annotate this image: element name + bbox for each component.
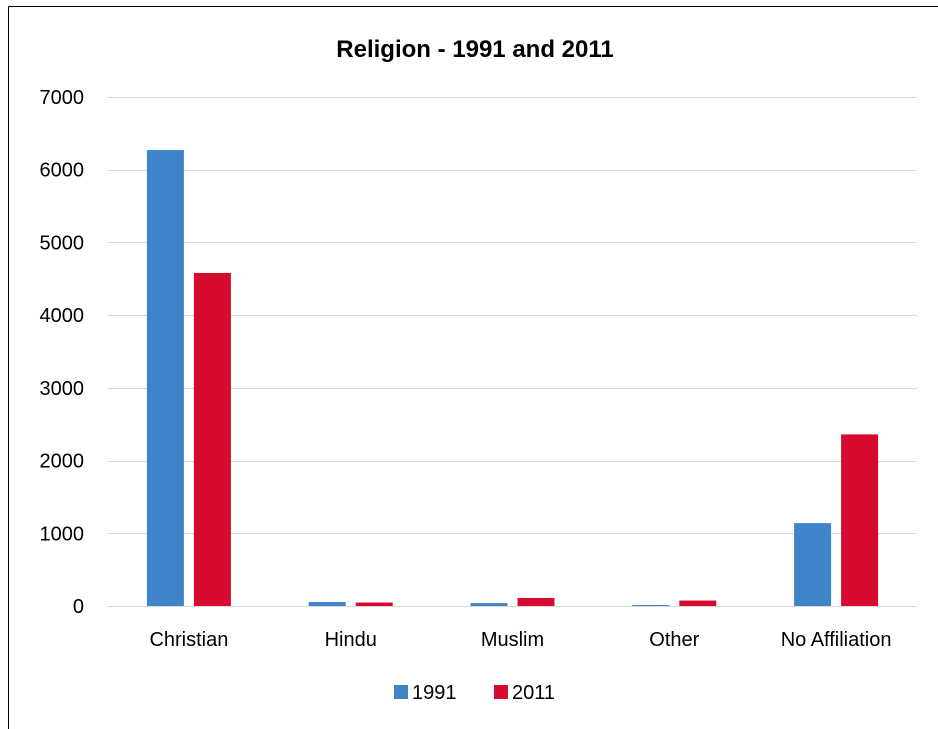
y-tick-label: 3000 <box>40 378 85 400</box>
x-tick-label: Hindu <box>325 629 377 651</box>
legend-swatch-1991 <box>394 685 408 699</box>
bar-other-1991 <box>632 605 670 606</box>
legend: 1991 2011 <box>394 682 555 704</box>
x-tick-label: No Affiliation <box>781 629 892 651</box>
chart-border <box>8 6 938 729</box>
bar-no-affiliation-1991 <box>794 523 832 606</box>
bar-muslim-1991 <box>470 603 508 606</box>
y-tick-label: 6000 <box>40 160 85 182</box>
legend-label-1991: 1991 <box>412 682 457 704</box>
y-tick-label: 4000 <box>40 305 85 327</box>
x-tick-label: Other <box>649 629 699 651</box>
bar-christian-1991 <box>146 150 184 606</box>
gridlines <box>108 97 917 607</box>
bar-hindu-1991 <box>308 602 346 606</box>
bar-muslim-2011 <box>517 598 555 606</box>
chart-title: Religion - 1991 and 2011 <box>336 36 613 63</box>
y-tick-label: 0 <box>73 596 84 618</box>
y-tick-label: 7000 <box>40 87 85 109</box>
x-tick-label: Muslim <box>481 629 544 651</box>
y-axis-ticks: 0 1000 2000 3000 4000 5000 6000 7000 <box>40 87 85 618</box>
bar-christian-2011 <box>193 272 231 606</box>
legend-label-2011: 2011 <box>512 682 555 704</box>
y-tick-label: 5000 <box>40 232 85 254</box>
bar-other-2011 <box>679 600 717 606</box>
x-axis-ticks: Christian Hindu Muslim Other No Affiliation <box>149 629 891 651</box>
y-tick-label: 2000 <box>40 451 85 473</box>
y-tick-label: 1000 <box>40 523 85 545</box>
bar-hindu-2011 <box>355 602 393 606</box>
legend-swatch-2011 <box>494 685 508 699</box>
x-tick-label: Christian <box>149 629 228 651</box>
bar-no-affiliation-2011 <box>841 434 879 606</box>
bars <box>146 150 879 606</box>
